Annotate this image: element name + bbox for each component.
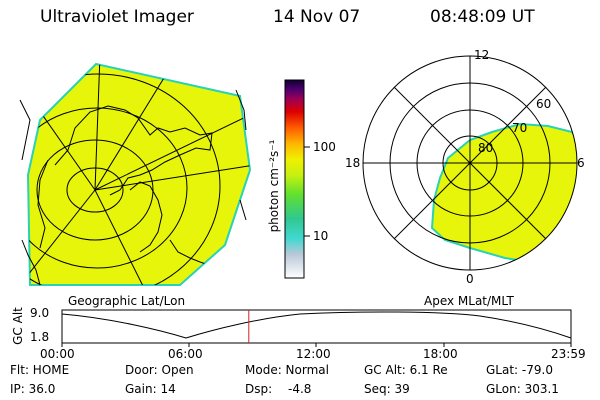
timeline-y-tick: 1.8: [30, 330, 50, 344]
glon-status: GLon: 303.1: [486, 382, 559, 396]
longitude-line: [94, 109, 250, 191]
orbit-timeline: [61, 309, 572, 347]
timeline-x-tick: 06:00: [168, 347, 203, 361]
gain-status: Gain: 14: [125, 382, 176, 396]
right-panel-caption: Apex MLat/MLT: [424, 294, 514, 308]
altitude-curve: [61, 311, 572, 339]
latitude-circle: [28, 107, 188, 269]
coastline: [239, 199, 247, 221]
coastline: [235, 89, 247, 131]
date-label: 14 Nov 07: [273, 7, 361, 27]
dsp-label: Dsp:: [245, 382, 273, 396]
colorbar-tick-label: 10: [313, 229, 329, 243]
time-label: 08:48:09 UT: [430, 7, 535, 27]
timeline-x-tick: 18:00: [423, 347, 458, 361]
latitude-circle: [28, 73, 221, 285]
timeline-y-tick: 9.0: [30, 306, 50, 320]
timeline-frame: [61, 309, 572, 344]
ip-status: IP: 36.0: [10, 382, 56, 396]
instrument-title: Ultraviolet Imager: [40, 7, 194, 27]
coastline: [37, 159, 49, 249]
latitude-circle: [66, 167, 124, 213]
coastline: [19, 99, 31, 161]
mlat-label-80: 80: [478, 141, 494, 155]
dsp-value: -4.8: [288, 382, 312, 396]
geographic-map: [19, 62, 252, 286]
longitude-line: [94, 189, 151, 285]
latitude-circle: [36, 139, 154, 241]
colorbar-unit-label: photon cm⁻²s⁻¹: [267, 139, 281, 233]
door-status: Door: Open: [125, 363, 194, 377]
longitude-line: [94, 64, 176, 191]
gc-alt-status: GC Alt: 6.1 Re: [364, 363, 448, 377]
coastline: [129, 181, 163, 253]
mlt-meridian: [393, 86, 547, 240]
mlt-label-18: 18: [345, 156, 361, 170]
colorbar: [284, 79, 305, 279]
mlt-label-12: 12: [474, 48, 490, 62]
timeline-y-axis-label: GC Alt: [11, 307, 25, 345]
mode-status: Mode: Normal: [245, 363, 329, 377]
longitude-line: [94, 64, 101, 191]
longitude-line: [28, 189, 96, 285]
timeline-x-tick: 12:00: [296, 347, 331, 361]
mlat-label-70: 70: [512, 121, 528, 135]
longitude-line: [94, 164, 250, 191]
timeline-x-tick: 23:59: [551, 347, 586, 361]
mlt-label-6: 6: [577, 156, 585, 170]
colorbar-tick-label: 100: [313, 140, 336, 154]
left-panel-caption: Geographic Lat/Lon: [68, 294, 186, 308]
timeline-x-tick: 00:00: [40, 347, 75, 361]
emission-region-geo: [26, 62, 252, 286]
coastline: [54, 105, 213, 196]
polar-plot: [362, 55, 578, 271]
flight-status: Flt: HOME: [10, 363, 70, 377]
coastline: [21, 239, 41, 286]
seq-status: Seq: 39: [364, 382, 410, 396]
mlat-label-60: 60: [536, 97, 552, 111]
glat-status: GLat: -79.0: [486, 363, 553, 377]
mlt-label-0: 0: [466, 272, 474, 286]
coastline: [169, 239, 213, 267]
